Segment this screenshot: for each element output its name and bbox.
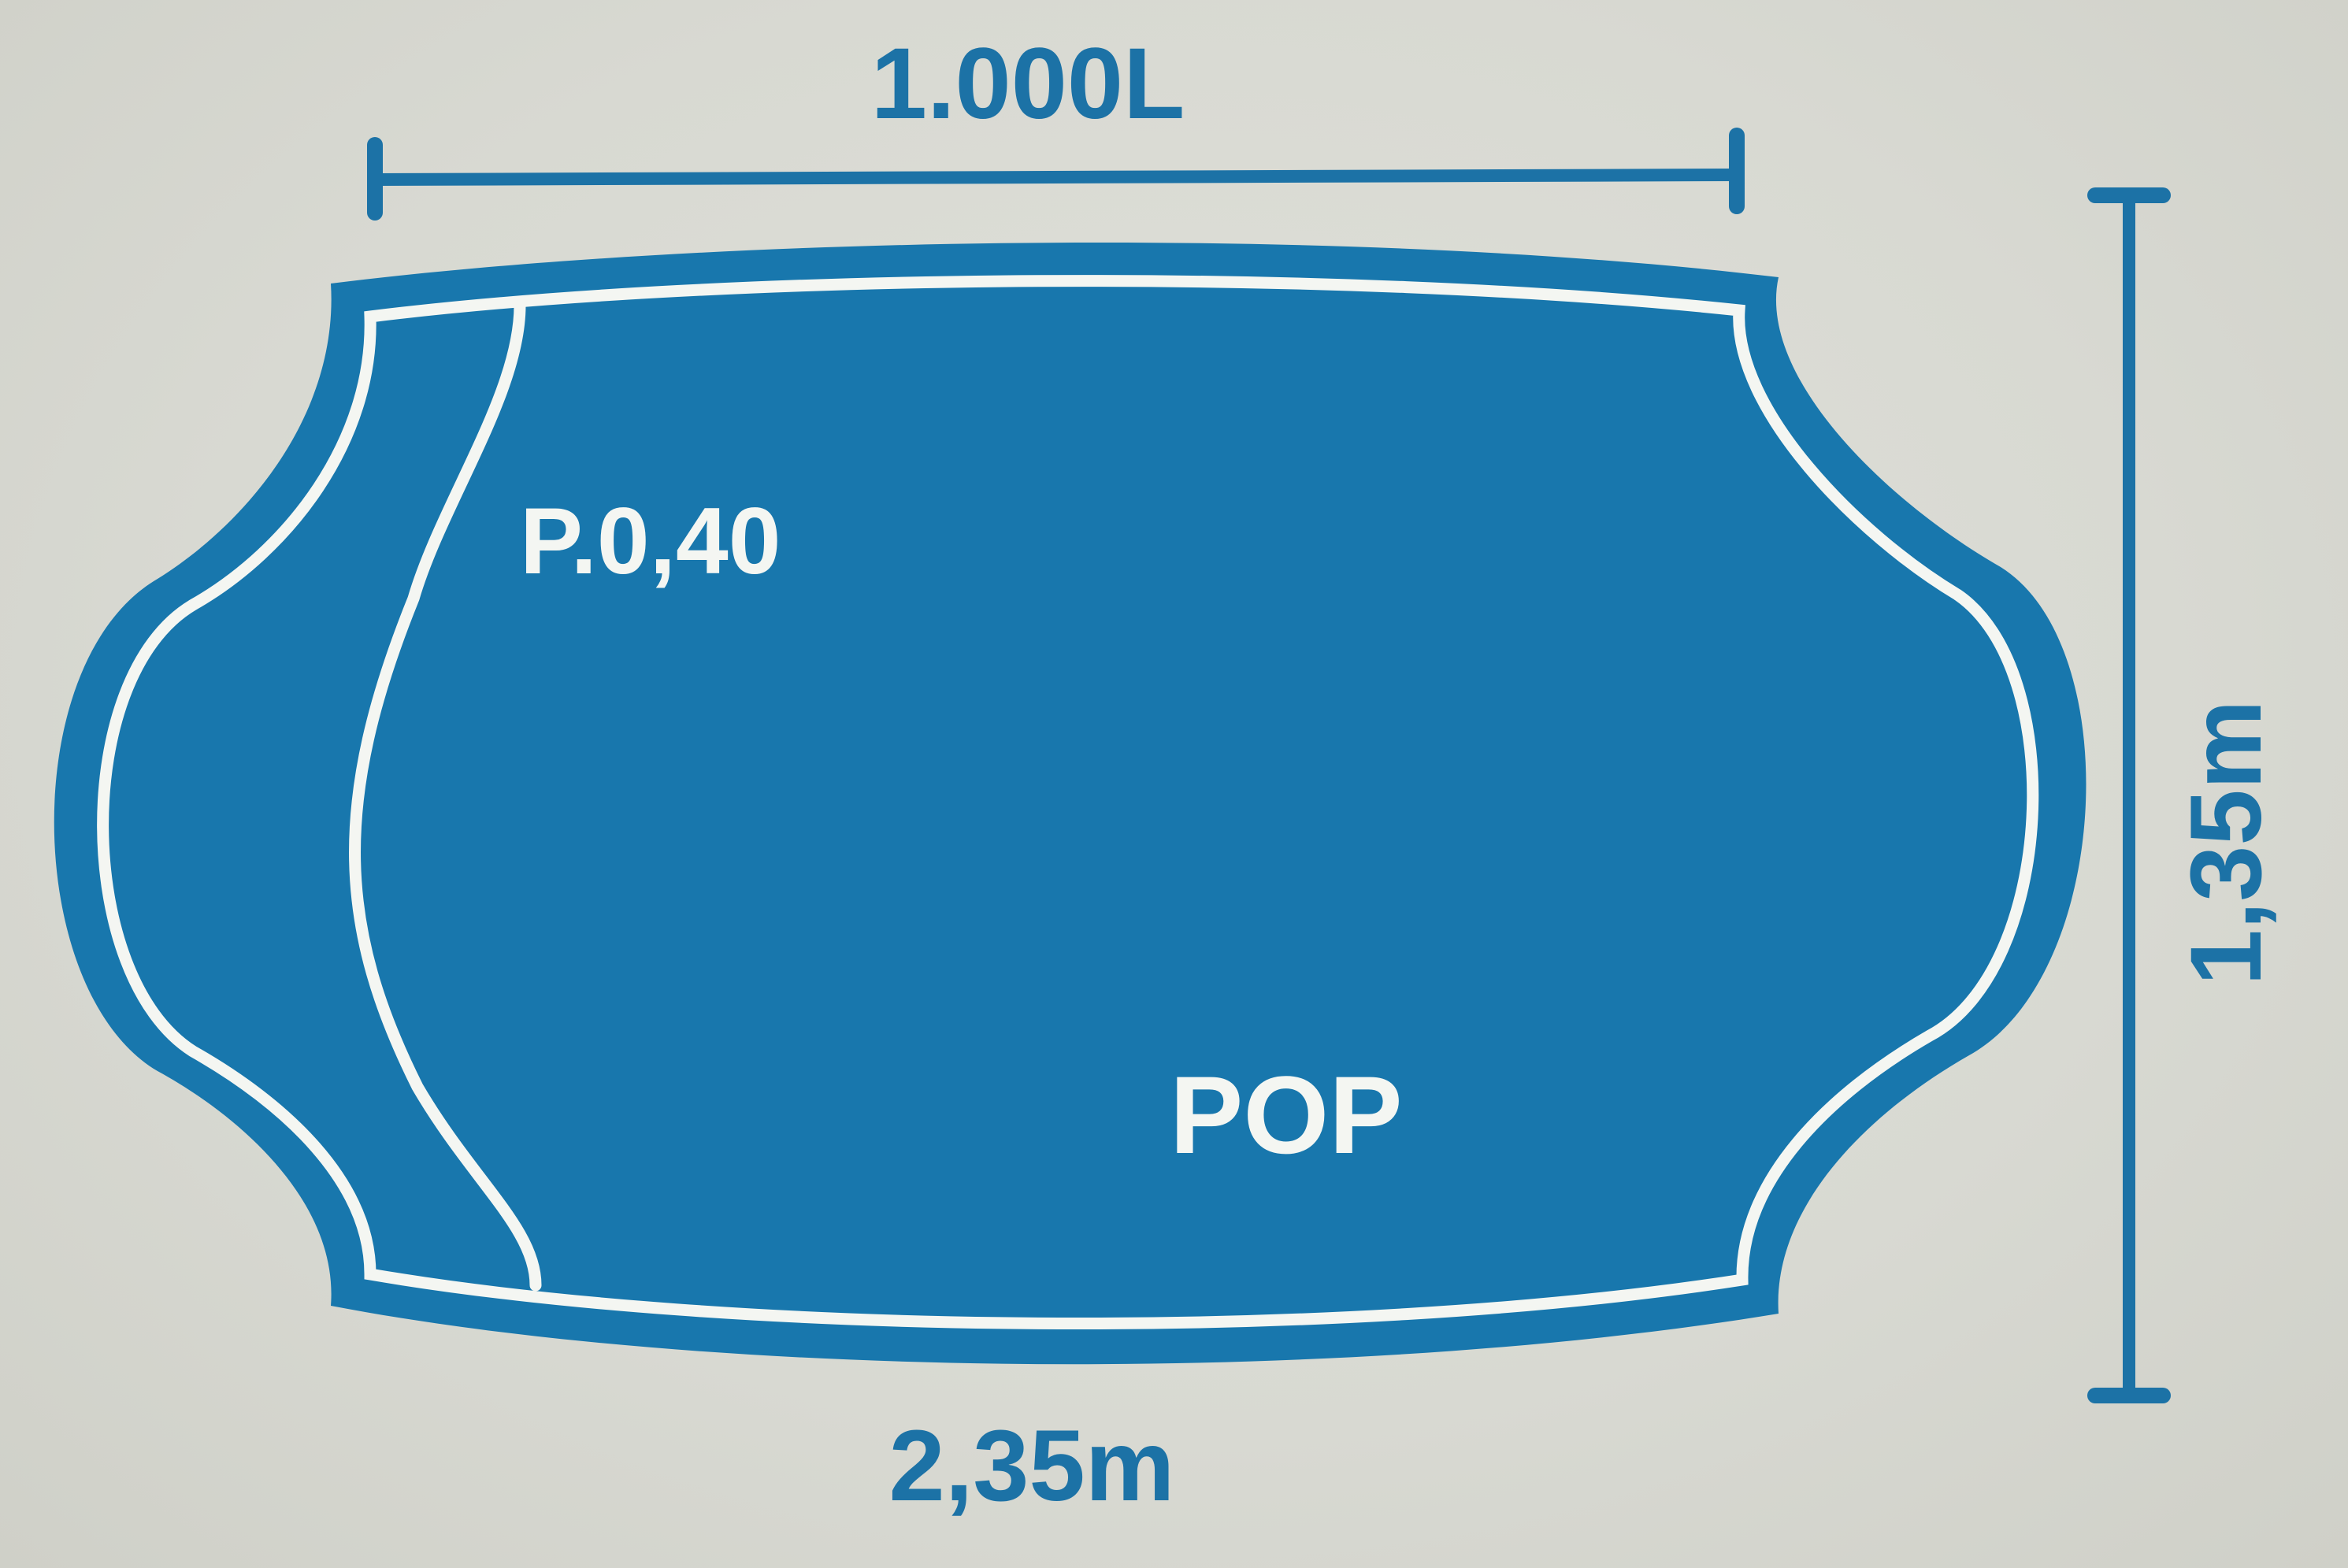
- capacity-dimension-line: [367, 128, 1745, 221]
- height-dimension-line: [2087, 187, 2171, 1403]
- width-label: 2,35m: [889, 1410, 1175, 1522]
- capacity-dimension-bar: [369, 169, 1743, 186]
- depth-label: P.0,40: [520, 488, 781, 594]
- capacity-label: 1.000L: [871, 28, 1185, 140]
- pool-inner-outline: [97, 275, 2039, 1330]
- model-label: POP: [1170, 1053, 1403, 1177]
- shallow-area-divider: [349, 299, 542, 1292]
- pool-outer-shape: [54, 242, 2086, 1365]
- height-label: 1,35m: [2170, 700, 2283, 986]
